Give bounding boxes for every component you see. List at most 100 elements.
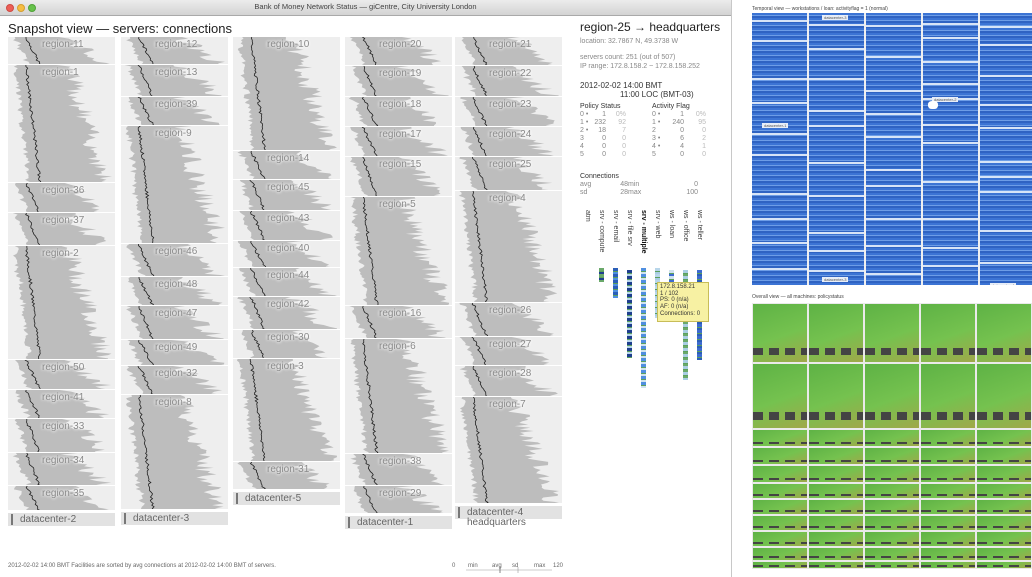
region-cell[interactable]: region-34	[8, 453, 115, 486]
overall-region-cell[interactable]	[753, 364, 807, 428]
region-cell[interactable]: region-8	[121, 395, 228, 510]
server-type-label[interactable]: ws - loan	[668, 210, 675, 239]
region-cell[interactable]: region-31	[233, 462, 340, 490]
overall-heatmap[interactable]	[752, 303, 1032, 569]
region-cell[interactable]: region-47	[121, 306, 228, 340]
overall-region-cell[interactable]	[753, 562, 807, 568]
overall-region-cell[interactable]	[809, 500, 863, 514]
overall-region-cell[interactable]	[921, 484, 975, 498]
temporal-facility-column[interactable]	[809, 13, 864, 285]
region-cell[interactable]: region-28	[455, 366, 562, 397]
datacenter-footer[interactable]: datacenter-1	[345, 516, 452, 529]
server-type-label[interactable]: srv - email	[612, 210, 619, 243]
overall-region-cell[interactable]	[977, 516, 1031, 530]
region-cell[interactable]: region-1	[8, 65, 115, 183]
overall-region-cell[interactable]	[921, 562, 975, 568]
overall-region-cell[interactable]	[865, 500, 919, 514]
region-cell[interactable]: region-35	[8, 486, 115, 511]
server-type-label[interactable]: srv - multiple	[640, 210, 647, 254]
server-type-bar[interactable]	[683, 270, 688, 380]
region-cell[interactable]: region-18	[345, 97, 452, 127]
overall-region-cell[interactable]	[753, 532, 807, 546]
server-type-label[interactable]: ws - office	[682, 210, 689, 242]
overall-region-cell[interactable]	[977, 448, 1031, 464]
region-cell[interactable]: region-49	[121, 340, 228, 366]
datacenter-footer[interactable]: datacenter-2	[8, 513, 115, 526]
overall-region-cell[interactable]	[753, 430, 807, 446]
overall-region-cell[interactable]	[865, 484, 919, 498]
region-cell[interactable]: region-50	[8, 360, 115, 390]
overall-region-cell[interactable]	[921, 532, 975, 546]
region-cell[interactable]: region-43	[233, 211, 340, 241]
region-cell[interactable]: region-29	[345, 486, 452, 514]
overall-region-cell[interactable]	[921, 430, 975, 446]
overall-region-cell[interactable]	[977, 430, 1031, 446]
region-cell[interactable]: region-25	[455, 157, 562, 191]
overall-region-cell[interactable]	[977, 548, 1031, 560]
overall-region-cell[interactable]	[977, 466, 1031, 482]
overall-region-cell[interactable]	[865, 548, 919, 560]
region-cell[interactable]: region-24	[455, 127, 562, 157]
region-cell[interactable]: region-7	[455, 397, 562, 504]
region-cell[interactable]: region-44	[233, 268, 340, 297]
overall-region-cell[interactable]	[753, 500, 807, 514]
region-cell[interactable]: region-46	[121, 244, 228, 277]
overall-region-cell[interactable]	[809, 466, 863, 482]
region-cell[interactable]: region-26	[455, 303, 562, 337]
server-type-label[interactable]: atm	[584, 210, 591, 222]
overall-region-cell[interactable]	[753, 448, 807, 464]
overall-region-cell[interactable]	[753, 304, 807, 362]
region-cell[interactable]: region-9	[121, 126, 228, 244]
overall-region-cell[interactable]	[865, 304, 919, 362]
overall-region-cell[interactable]	[753, 466, 807, 482]
region-cell[interactable]: region-42	[233, 297, 340, 330]
overall-region-cell[interactable]	[921, 548, 975, 560]
overall-region-cell[interactable]	[977, 304, 1031, 362]
server-type-label[interactable]: ws - teller	[696, 210, 703, 240]
region-cell[interactable]: region-3	[233, 359, 340, 462]
region-cell[interactable]: region-41	[8, 390, 115, 419]
region-cell[interactable]: region-16	[345, 306, 452, 339]
region-cell[interactable]: region-36	[8, 183, 115, 213]
overall-region-cell[interactable]	[865, 562, 919, 568]
region-cell[interactable]: region-17	[345, 127, 452, 157]
server-type-label[interactable]: srv - web	[654, 210, 661, 239]
region-cell[interactable]: region-19	[345, 66, 452, 97]
overall-region-cell[interactable]	[921, 448, 975, 464]
overall-region-cell[interactable]	[865, 466, 919, 482]
server-type-bar[interactable]	[613, 268, 618, 298]
region-cell[interactable]: region-14	[233, 151, 340, 180]
overall-region-cell[interactable]	[921, 304, 975, 362]
region-cell[interactable]: region-27	[455, 337, 562, 366]
region-cell[interactable]: region-5	[345, 197, 452, 306]
region-cell[interactable]: region-20	[345, 37, 452, 66]
region-cell[interactable]: region-22	[455, 66, 562, 97]
overall-region-cell[interactable]	[977, 364, 1031, 428]
overall-region-cell[interactable]	[809, 532, 863, 546]
region-cell[interactable]: region-45	[233, 180, 340, 211]
overall-region-cell[interactable]	[865, 532, 919, 546]
region-cell[interactable]: region-37	[8, 213, 115, 246]
overall-region-cell[interactable]	[865, 516, 919, 530]
overall-region-cell[interactable]	[809, 430, 863, 446]
overall-region-cell[interactable]	[809, 484, 863, 498]
overall-region-cell[interactable]	[809, 448, 863, 464]
temporal-facility-column[interactable]	[752, 13, 807, 285]
region-cell[interactable]: region-48	[121, 277, 228, 306]
region-cell[interactable]: region-4	[455, 191, 562, 303]
region-cell[interactable]: region-6	[345, 339, 452, 454]
region-cell[interactable]: region-40	[233, 241, 340, 268]
overall-region-cell[interactable]	[865, 430, 919, 446]
overall-region-cell[interactable]	[809, 562, 863, 568]
overall-region-cell[interactable]	[809, 364, 863, 428]
datacenter-footer[interactable]: datacenter-4 headquarters	[455, 506, 562, 528]
overall-region-cell[interactable]	[977, 500, 1031, 514]
overall-region-cell[interactable]	[921, 500, 975, 514]
minimize-window-button[interactable]	[17, 4, 25, 12]
datacenter-footer[interactable]: datacenter-5	[233, 492, 340, 505]
overall-region-cell[interactable]	[753, 516, 807, 530]
overall-region-cell[interactable]	[921, 516, 975, 530]
region-cell[interactable]: region-13	[121, 65, 228, 97]
region-cell[interactable]: region-15	[345, 157, 452, 197]
region-cell[interactable]: region-23	[455, 97, 562, 127]
